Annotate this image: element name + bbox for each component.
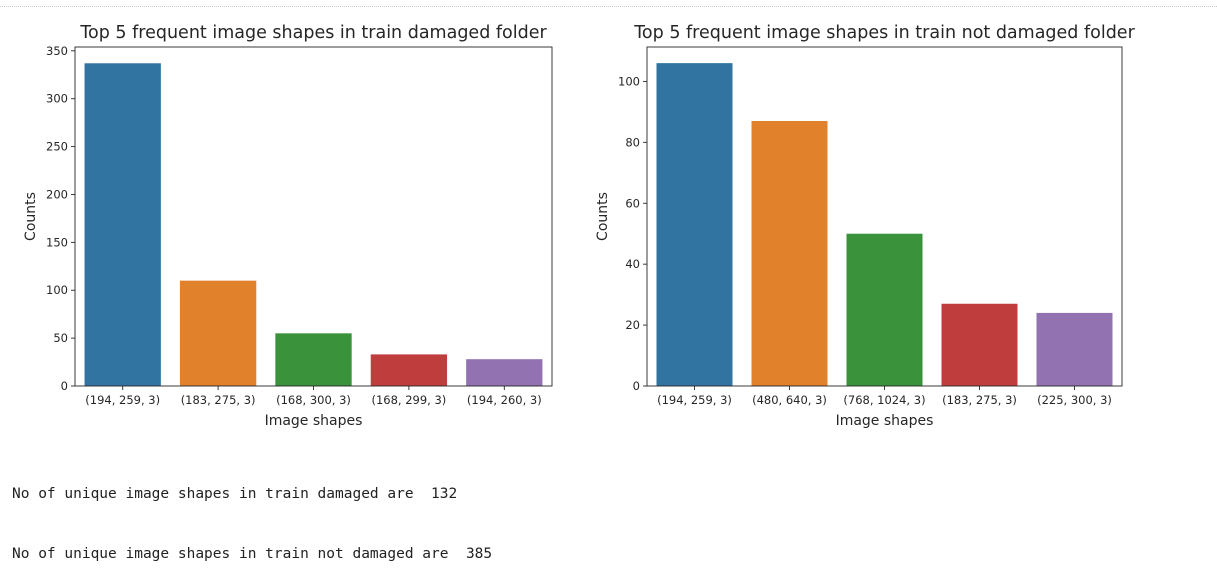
- bar-4: [370, 354, 448, 386]
- x-tick-label: (168, 299, 3): [371, 393, 446, 407]
- y-tick-label: 150: [46, 235, 68, 249]
- x-tick-label: (768, 1024, 3): [843, 393, 925, 407]
- chart-title: Top 5 frequent image shapes in train dam…: [79, 23, 547, 43]
- bar-5: [1036, 312, 1113, 386]
- x-tick-label: (194, 259, 3): [85, 393, 160, 407]
- y-tick-label: 50: [53, 331, 68, 345]
- chart-1: 0 50 100 150 200 250 300 350 (194, 259, 3) (183, …: [23, 23, 553, 429]
- bar-4: [941, 303, 1018, 386]
- x-tick-label: (480, 640, 3): [752, 393, 827, 407]
- y-tick-label: 40: [625, 257, 640, 271]
- x-tick-label: (183, 275, 3): [181, 393, 256, 407]
- y-tick-label: 20: [625, 318, 640, 332]
- y-tick-label: 200: [46, 187, 68, 201]
- y-tick-label: 100: [46, 283, 68, 297]
- bar-1: [656, 63, 733, 386]
- y-tick-label: 0: [61, 379, 68, 393]
- bar-2: [179, 280, 257, 386]
- y-tick-label: 60: [625, 196, 640, 210]
- y-tick-label: 300: [46, 92, 68, 106]
- chart-2: 0 20 40 60 80 100 (194, 259, 3) (480, 640, 3) (7…: [595, 23, 1136, 429]
- x-axis-label: Image shapes: [836, 413, 934, 429]
- y-tick-label: 250: [46, 140, 68, 154]
- bar-3: [275, 333, 352, 386]
- y-tick-label: 100: [618, 74, 640, 88]
- y-tick-label: 350: [46, 44, 68, 58]
- y-tick-label: 0: [633, 379, 640, 393]
- x-tick-label: (183, 275, 3): [942, 393, 1017, 407]
- cell-output: No of unique image shapes in train damag…: [12, 444, 492, 584]
- output-line-not-damaged: No of unique image shapes in train not d…: [12, 546, 493, 562]
- cell-divider: [0, 0, 1217, 7]
- bar-1: [84, 63, 161, 386]
- y-axis-label: Counts: [23, 192, 39, 241]
- bar-2: [751, 121, 828, 386]
- x-axis-label: Image shapes: [265, 413, 363, 429]
- y-axis-label: Counts: [595, 192, 611, 241]
- x-tick-label: (194, 259, 3): [657, 393, 732, 407]
- chart-title: Top 5 frequent image shapes in train not…: [633, 23, 1135, 43]
- x-tick-label: (168, 300, 3): [276, 393, 351, 407]
- output-line-damaged: No of unique image shapes in train damag…: [12, 486, 458, 502]
- y-tick-label: 80: [625, 135, 640, 149]
- x-tick-label: (194, 260, 3): [467, 393, 542, 407]
- x-tick-label: (225, 300, 3): [1037, 393, 1112, 407]
- bar-5: [466, 359, 543, 386]
- bar-3: [846, 233, 923, 386]
